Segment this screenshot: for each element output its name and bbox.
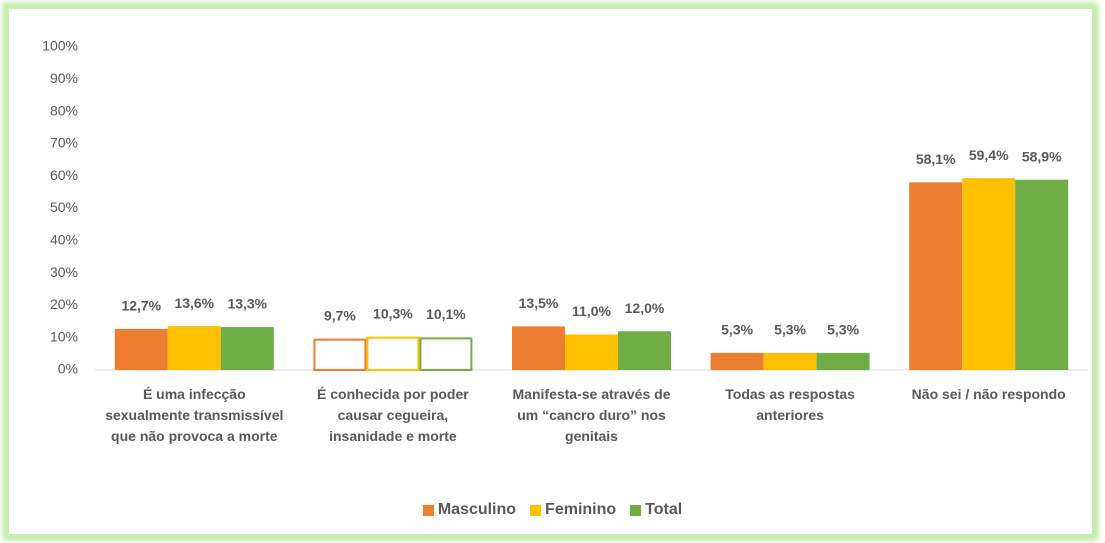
data-label: 5,3% — [721, 322, 753, 338]
legend-item: Feminino — [530, 501, 616, 519]
x-tick-label: É uma infecção sexualmente transmissível… — [105, 386, 284, 444]
bar — [366, 336, 420, 371]
legend-label: Feminino — [545, 501, 617, 518]
data-label: 13,3% — [227, 296, 267, 312]
data-label: 12,0% — [625, 300, 665, 316]
bar — [618, 331, 671, 370]
bar — [313, 338, 367, 372]
bar — [763, 352, 817, 370]
data-label: 12,7% — [121, 298, 161, 314]
bar — [909, 182, 963, 370]
y-tick-label: 0% — [58, 361, 78, 377]
data-label: 5,3% — [774, 322, 806, 338]
x-tick-label: Manifesta-se através de um “cancro duro”… — [512, 386, 671, 444]
y-tick-label: 80% — [50, 102, 78, 118]
data-label: 58,1% — [916, 151, 956, 167]
bar — [220, 327, 274, 370]
legend-item: Total — [630, 501, 682, 519]
x-tick-label: Não sei / não respondo — [911, 386, 1066, 402]
bar — [816, 352, 870, 370]
x-tick-label: Todas as respostas anteriores — [725, 386, 855, 423]
bar — [1015, 179, 1069, 370]
y-tick-label: 20% — [50, 296, 78, 312]
bar — [419, 337, 473, 372]
legend-label: Masculino — [437, 501, 517, 518]
y-tick-label: 30% — [50, 264, 78, 280]
bar — [512, 326, 565, 370]
legend-swatch — [630, 504, 642, 516]
data-label: 58,9% — [1022, 148, 1062, 164]
data-label: 10,1% — [426, 306, 466, 322]
data-label: 13,5% — [519, 295, 559, 311]
bar — [962, 178, 1016, 370]
data-label: 9,7% — [324, 307, 356, 323]
y-tick-label: 40% — [50, 232, 78, 248]
y-tick-label: 10% — [50, 328, 78, 344]
legend-swatch — [530, 504, 542, 516]
legend-swatch — [422, 504, 434, 516]
data-label: 11,0% — [572, 303, 611, 319]
data-label: 59,4% — [969, 147, 1009, 163]
y-tick-label: 100% — [42, 38, 78, 54]
legend: Masculino Feminino Total — [0, 501, 1105, 519]
legend-label: Total — [645, 501, 683, 518]
y-tick-label: 60% — [50, 167, 78, 183]
data-label: 13,6% — [174, 295, 214, 311]
data-label: 5,3% — [827, 322, 859, 338]
legend-item: Masculino — [422, 501, 517, 519]
bar — [710, 352, 764, 370]
y-tick-label: 50% — [50, 199, 78, 215]
data-label: 10,3% — [373, 305, 413, 321]
y-tick-label: 90% — [50, 70, 78, 86]
bar — [167, 326, 221, 370]
y-tick-label: 70% — [50, 135, 78, 151]
bar — [565, 334, 618, 370]
x-tick-label: É conhecida por poder causar cegueira, i… — [317, 386, 469, 444]
bar — [114, 328, 168, 370]
